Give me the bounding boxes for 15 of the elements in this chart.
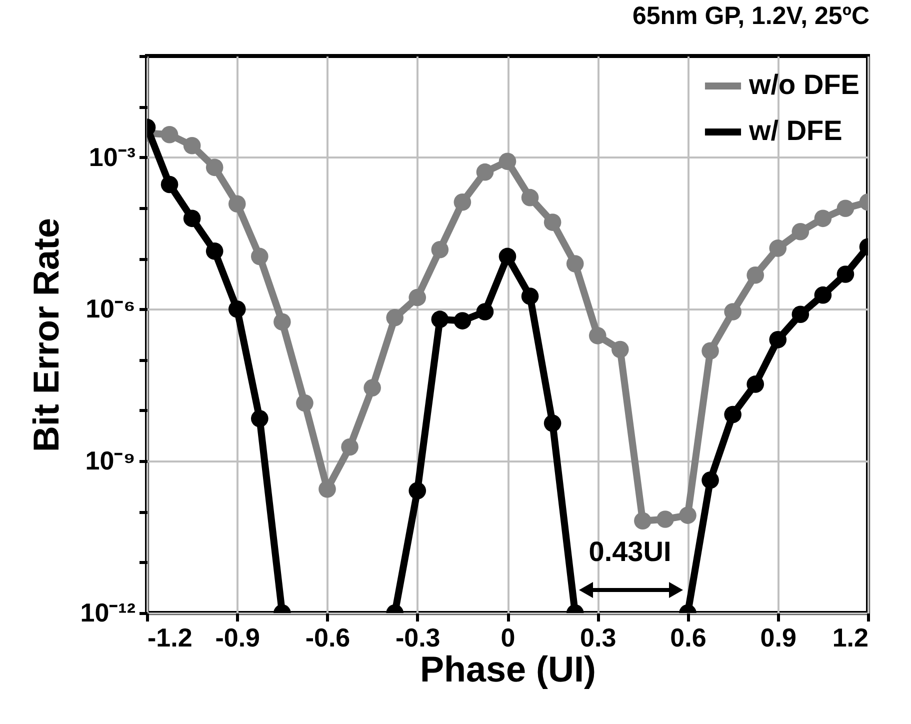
y-tick-label: 10⁻¹² (80, 598, 136, 628)
legend-label: w/o DFE (748, 69, 860, 100)
legend-label: w/ DFE (748, 115, 842, 146)
y-tick-label: 10⁻⁹ (85, 446, 136, 476)
annotation: 0.43UI (588, 536, 672, 567)
x-tick-label: -1.2 (148, 622, 192, 652)
y-axis-title: Bit Error Rate (25, 218, 66, 452)
y-tick-label: 10⁻³ (88, 142, 136, 172)
x-tick-label: 1.2 (832, 622, 868, 652)
x-tick-label: 0.9 (760, 622, 796, 652)
x-tick-label: -0.9 (215, 622, 260, 652)
x-tick-label: 0.6 (670, 622, 706, 652)
y-tick-label: 10⁻⁶ (86, 294, 136, 324)
x-tick-label: -0.6 (305, 622, 350, 652)
chart-title: 65nm GP, 1.2V, 25ºC (632, 2, 870, 30)
